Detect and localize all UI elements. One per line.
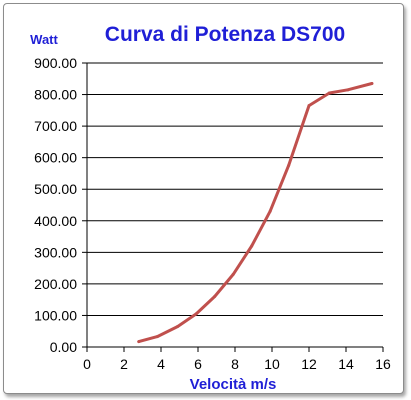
x-tick-label: 0 bbox=[83, 356, 91, 372]
y-axis-label: Watt bbox=[30, 32, 58, 47]
data-point bbox=[137, 340, 141, 344]
x-tick-label: 16 bbox=[375, 356, 391, 372]
x-tick-label: 14 bbox=[338, 356, 354, 372]
data-point bbox=[327, 91, 331, 95]
data-point bbox=[346, 88, 350, 92]
chart-frame bbox=[3, 3, 404, 394]
data-point bbox=[370, 82, 374, 86]
x-tick-label: 8 bbox=[231, 356, 239, 372]
x-axis-label: Velocità m/s bbox=[190, 376, 277, 393]
y-tick-label: 400.00 bbox=[34, 213, 77, 229]
y-tick-label: 0.00 bbox=[50, 339, 77, 355]
y-tick-label: 900.00 bbox=[34, 55, 77, 71]
y-tick-label: 700.00 bbox=[34, 118, 77, 134]
data-point bbox=[176, 324, 180, 328]
power-curve-line bbox=[137, 82, 374, 344]
x-tick-label: 12 bbox=[301, 356, 317, 372]
y-tick-label: 600.00 bbox=[34, 150, 77, 166]
data-point bbox=[194, 312, 198, 316]
x-tick-label: 10 bbox=[264, 356, 280, 372]
x-tick-label: 2 bbox=[120, 356, 128, 372]
y-tick-label: 100.00 bbox=[34, 307, 77, 323]
data-point bbox=[287, 164, 291, 168]
data-point bbox=[213, 295, 217, 299]
data-point bbox=[250, 244, 254, 248]
y-tick-label: 200.00 bbox=[34, 276, 77, 292]
chart-title: Curva di Potenza DS700 bbox=[105, 23, 345, 46]
y-tick-label: 500.00 bbox=[34, 181, 77, 197]
data-point bbox=[155, 335, 159, 339]
x-tick-label: 6 bbox=[194, 356, 202, 372]
data-point bbox=[268, 209, 272, 213]
y-tick-label: 300.00 bbox=[34, 244, 77, 260]
data-point bbox=[231, 272, 235, 276]
x-tick-label: 4 bbox=[157, 356, 165, 372]
y-tick-label: 800.00 bbox=[34, 87, 77, 103]
data-point bbox=[307, 104, 311, 108]
